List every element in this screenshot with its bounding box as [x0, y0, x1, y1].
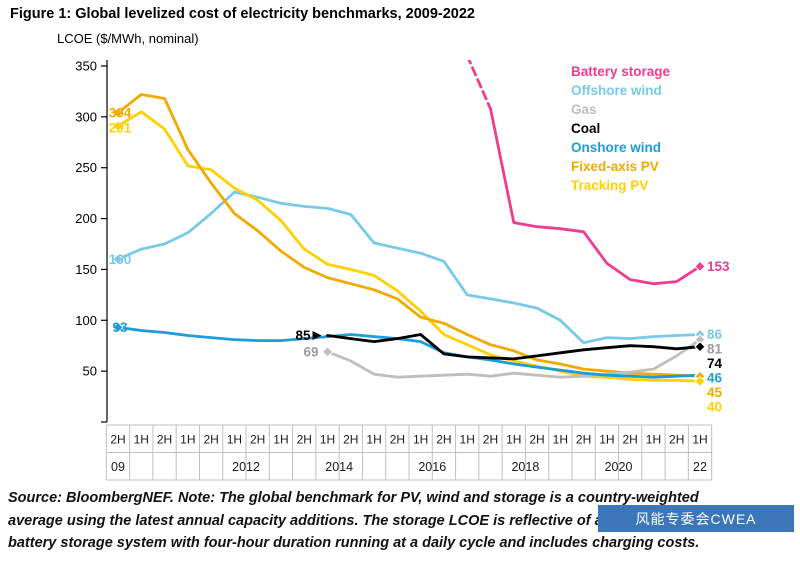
series-line-coal: [326, 333, 702, 361]
y-axis-title: LCOE ($/MWh, nominal): [57, 31, 199, 46]
y-tick-label: 350: [75, 59, 97, 74]
halfyear-label: 2H: [203, 433, 218, 447]
halfyear-label: 2H: [483, 433, 498, 447]
halfyear-label: 1H: [646, 433, 661, 447]
legend-item-gas: Gas: [571, 102, 597, 117]
legend-item-tracking-pv: Tracking PV: [571, 178, 649, 193]
series-line-gas: [326, 338, 702, 379]
halfyear-label: 1H: [320, 433, 335, 447]
series-line-tracking-pv: [116, 110, 702, 383]
halfyear-label: 1H: [273, 433, 288, 447]
legend-item-fixed-axis-pv: Fixed-axis PV: [571, 159, 659, 174]
y-tick-label: 100: [75, 313, 97, 328]
halfyear-label: 2H: [529, 433, 544, 447]
halfyear-label: 2H: [436, 433, 451, 447]
legend-item-onshore-wind: Onshore wind: [571, 140, 662, 155]
year-label: 2012: [232, 460, 260, 474]
halfyear-label: 2H: [250, 433, 265, 447]
y-tick-label: 200: [75, 211, 97, 226]
marker-start-offshore-wind: [112, 253, 124, 265]
halfyear-label: 2H: [157, 433, 172, 447]
y-tick-label: 150: [75, 262, 97, 277]
legend-item-offshore-wind: Offshore wind: [571, 83, 662, 98]
halfyear-label: 2H: [110, 433, 125, 447]
legend-item-coal: Coal: [571, 121, 601, 136]
halfyear-label: 2H: [343, 433, 358, 447]
series-line-battery-storage: [489, 107, 702, 286]
halfyear-label: 1H: [366, 433, 381, 447]
marker-end-battery-storage: [694, 260, 706, 273]
halfyear-label: 2H: [576, 433, 591, 447]
watermark: 风能专委会CWEA: [598, 505, 794, 532]
marker-start-fixed-axis-pv: [112, 107, 124, 119]
halfyear-label: 2H: [622, 433, 637, 447]
marker-end-tracking-pv: [694, 375, 706, 388]
series-start-label-gas: 69: [303, 344, 318, 359]
year-label: 2014: [325, 460, 353, 474]
source-note-line: Source: BloombergNEF. Note: The global b…: [8, 490, 699, 506]
series-start-label-fixed-axis-pv: 304: [109, 105, 132, 120]
series-start-label-tracking-pv: 291: [109, 120, 132, 135]
year-label: 2016: [418, 460, 446, 474]
series-end-label-fixed-axis-pv: 45: [707, 385, 723, 400]
halfyear-label: 1H: [180, 433, 195, 447]
source-note-line: average using the latest annual capacity…: [8, 512, 749, 529]
series-line-offshore-wind: [116, 190, 702, 345]
year-label: 2018: [511, 460, 539, 474]
chart-legend: Battery storage Offshore wind Gas Coal Onsho…: [571, 62, 670, 195]
y-tick-label: 300: [75, 109, 97, 124]
halfyear-label: 2H: [390, 433, 405, 447]
series-end-label-gas: 81: [707, 342, 723, 357]
series-end-label-battery-storage: 153: [707, 259, 730, 274]
figure-title: Figure 1: Global levelized cost of elect…: [10, 6, 475, 22]
series-end-label-onshore-wind: 46: [707, 371, 723, 386]
halfyear-label: 1H: [553, 433, 568, 447]
halfyear-label: 2H: [669, 433, 684, 447]
series-end-label-tracking-pv: 40: [707, 400, 722, 415]
series-line-onshore-wind: [116, 326, 702, 379]
legend-item-battery-storage: Battery storage: [571, 64, 671, 79]
halfyear-label: 1H: [460, 433, 475, 447]
series-end-label-coal: 74: [707, 356, 723, 371]
marker-end-coal: [694, 341, 706, 353]
halfyear-label: 1H: [413, 433, 428, 447]
series-line-dashed-battery-storage: [467, 60, 492, 111]
coal-label-arrow: [312, 331, 322, 341]
marker-start-tracking-pv: [112, 120, 124, 132]
marker-start-gas: [321, 346, 334, 358]
year-label: 2020: [605, 460, 633, 474]
halfyear-label: 1H: [692, 433, 707, 447]
series-start-label-onshore-wind: 93: [112, 320, 128, 335]
x-axis-table: [105, 424, 713, 481]
halfyear-label: 1H: [599, 433, 614, 447]
halfyear-label: 1H: [227, 433, 242, 447]
halfyear-label: 2H: [297, 433, 312, 447]
y-tick-label: 250: [75, 160, 97, 175]
series-lines: [116, 60, 702, 383]
year-label: 09: [111, 460, 125, 474]
series-end-label-offshore-wind: 86: [707, 327, 723, 342]
halfyear-label: 1H: [506, 433, 521, 447]
series-start-label-offshore-wind: 160: [109, 252, 132, 267]
source-note-line: battery storage system with four-hour du…: [8, 535, 700, 551]
marker-start-onshore-wind: [112, 321, 124, 334]
source-note: Source: BloombergNEF. Note: The global b…: [8, 487, 798, 555]
y-tick-label: 50: [83, 364, 97, 379]
halfyear-label: 1H: [134, 433, 149, 447]
series-start-label-coal: 85: [295, 328, 311, 343]
year-label: 22: [693, 460, 707, 474]
series-line-fixed-axis-pv: [116, 93, 702, 378]
